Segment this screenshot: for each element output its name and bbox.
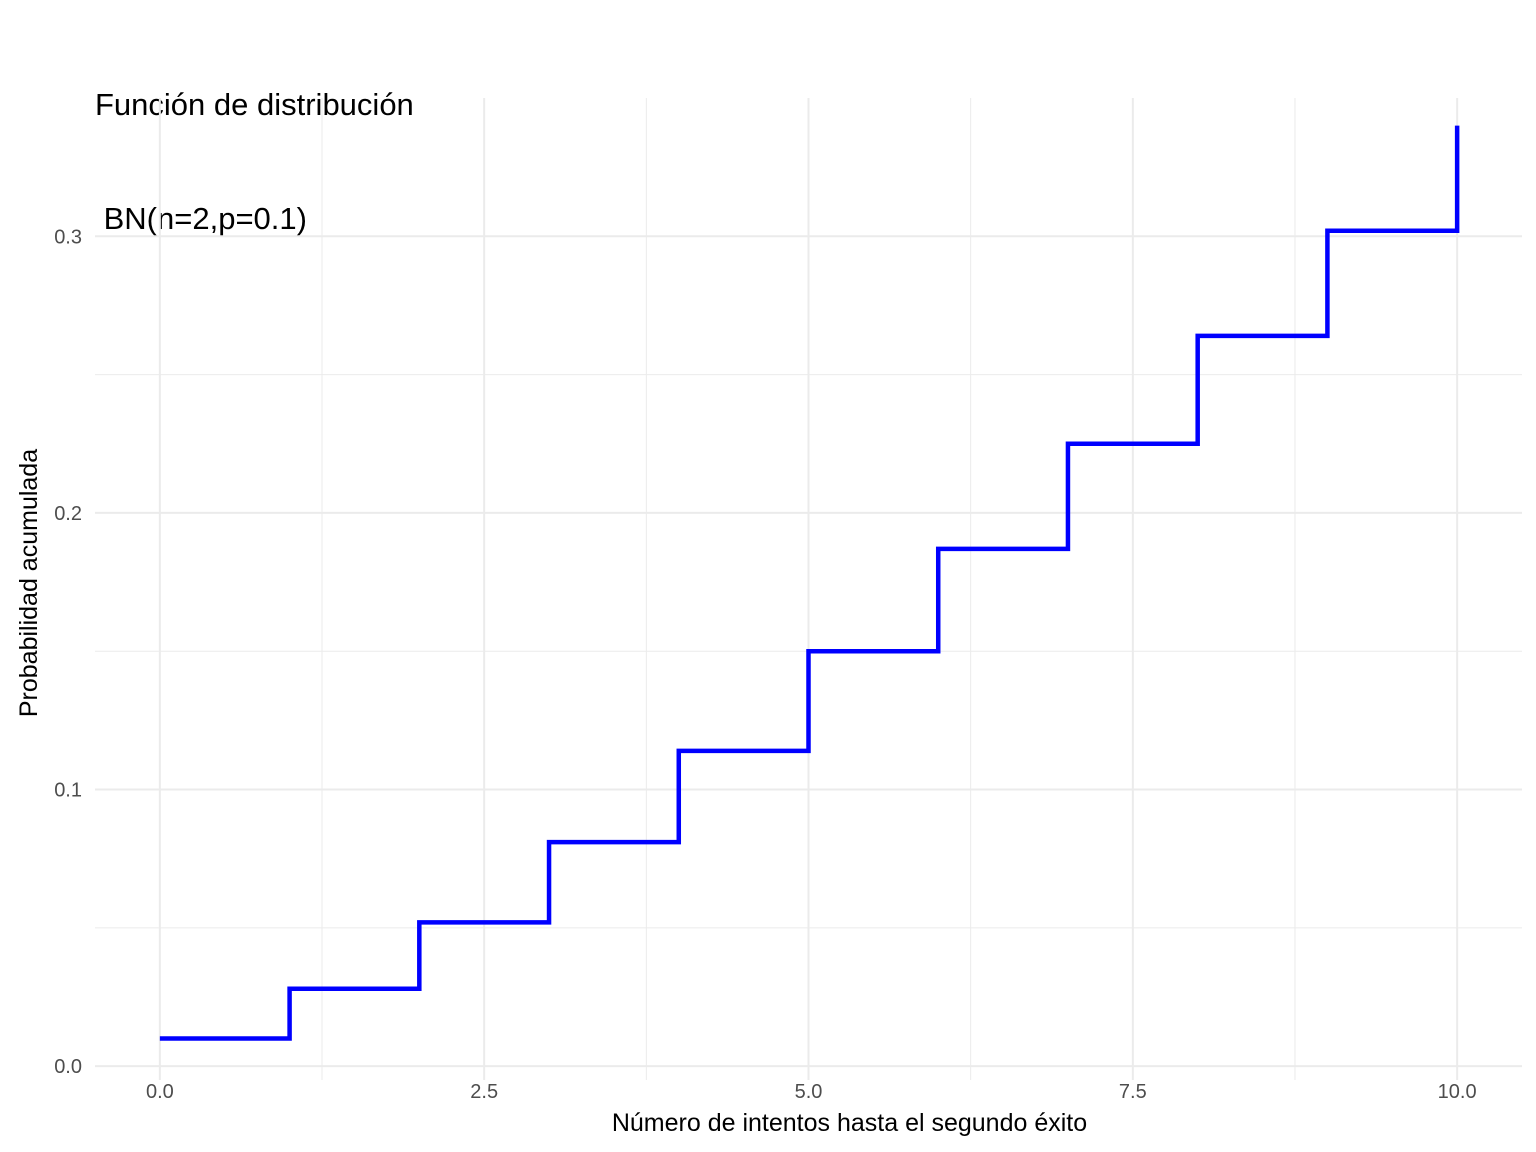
y-tick-label: 0.2 (54, 503, 82, 525)
step-line (159, 125, 1460, 1041)
x-tick-label: 2.5 (470, 1081, 498, 1103)
y-tick-label: 0.0 (54, 1056, 82, 1078)
x-tick-label: 5.0 (795, 1081, 823, 1103)
chart-title-line-2: BN(n=2,p=0.1) (95, 201, 307, 236)
y-tick-label: 0.3 (54, 226, 82, 248)
x-axis-title: Número de intentos hasta el segundo éxit… (612, 1109, 1087, 1137)
y-axis-title: Probabilidad acumulada (15, 449, 43, 717)
x-tick-label: 7.5 (1119, 1081, 1147, 1103)
x-tick-label: 10.0 (1438, 1081, 1477, 1103)
y-tick-label: 0.1 (54, 780, 82, 802)
chart-title-line-1: Función de distribución (95, 87, 414, 122)
x-tick-label: 0.0 (146, 1081, 174, 1103)
chart-title: Función de distribución BN(n=2,p=0.1) (95, 10, 414, 314)
